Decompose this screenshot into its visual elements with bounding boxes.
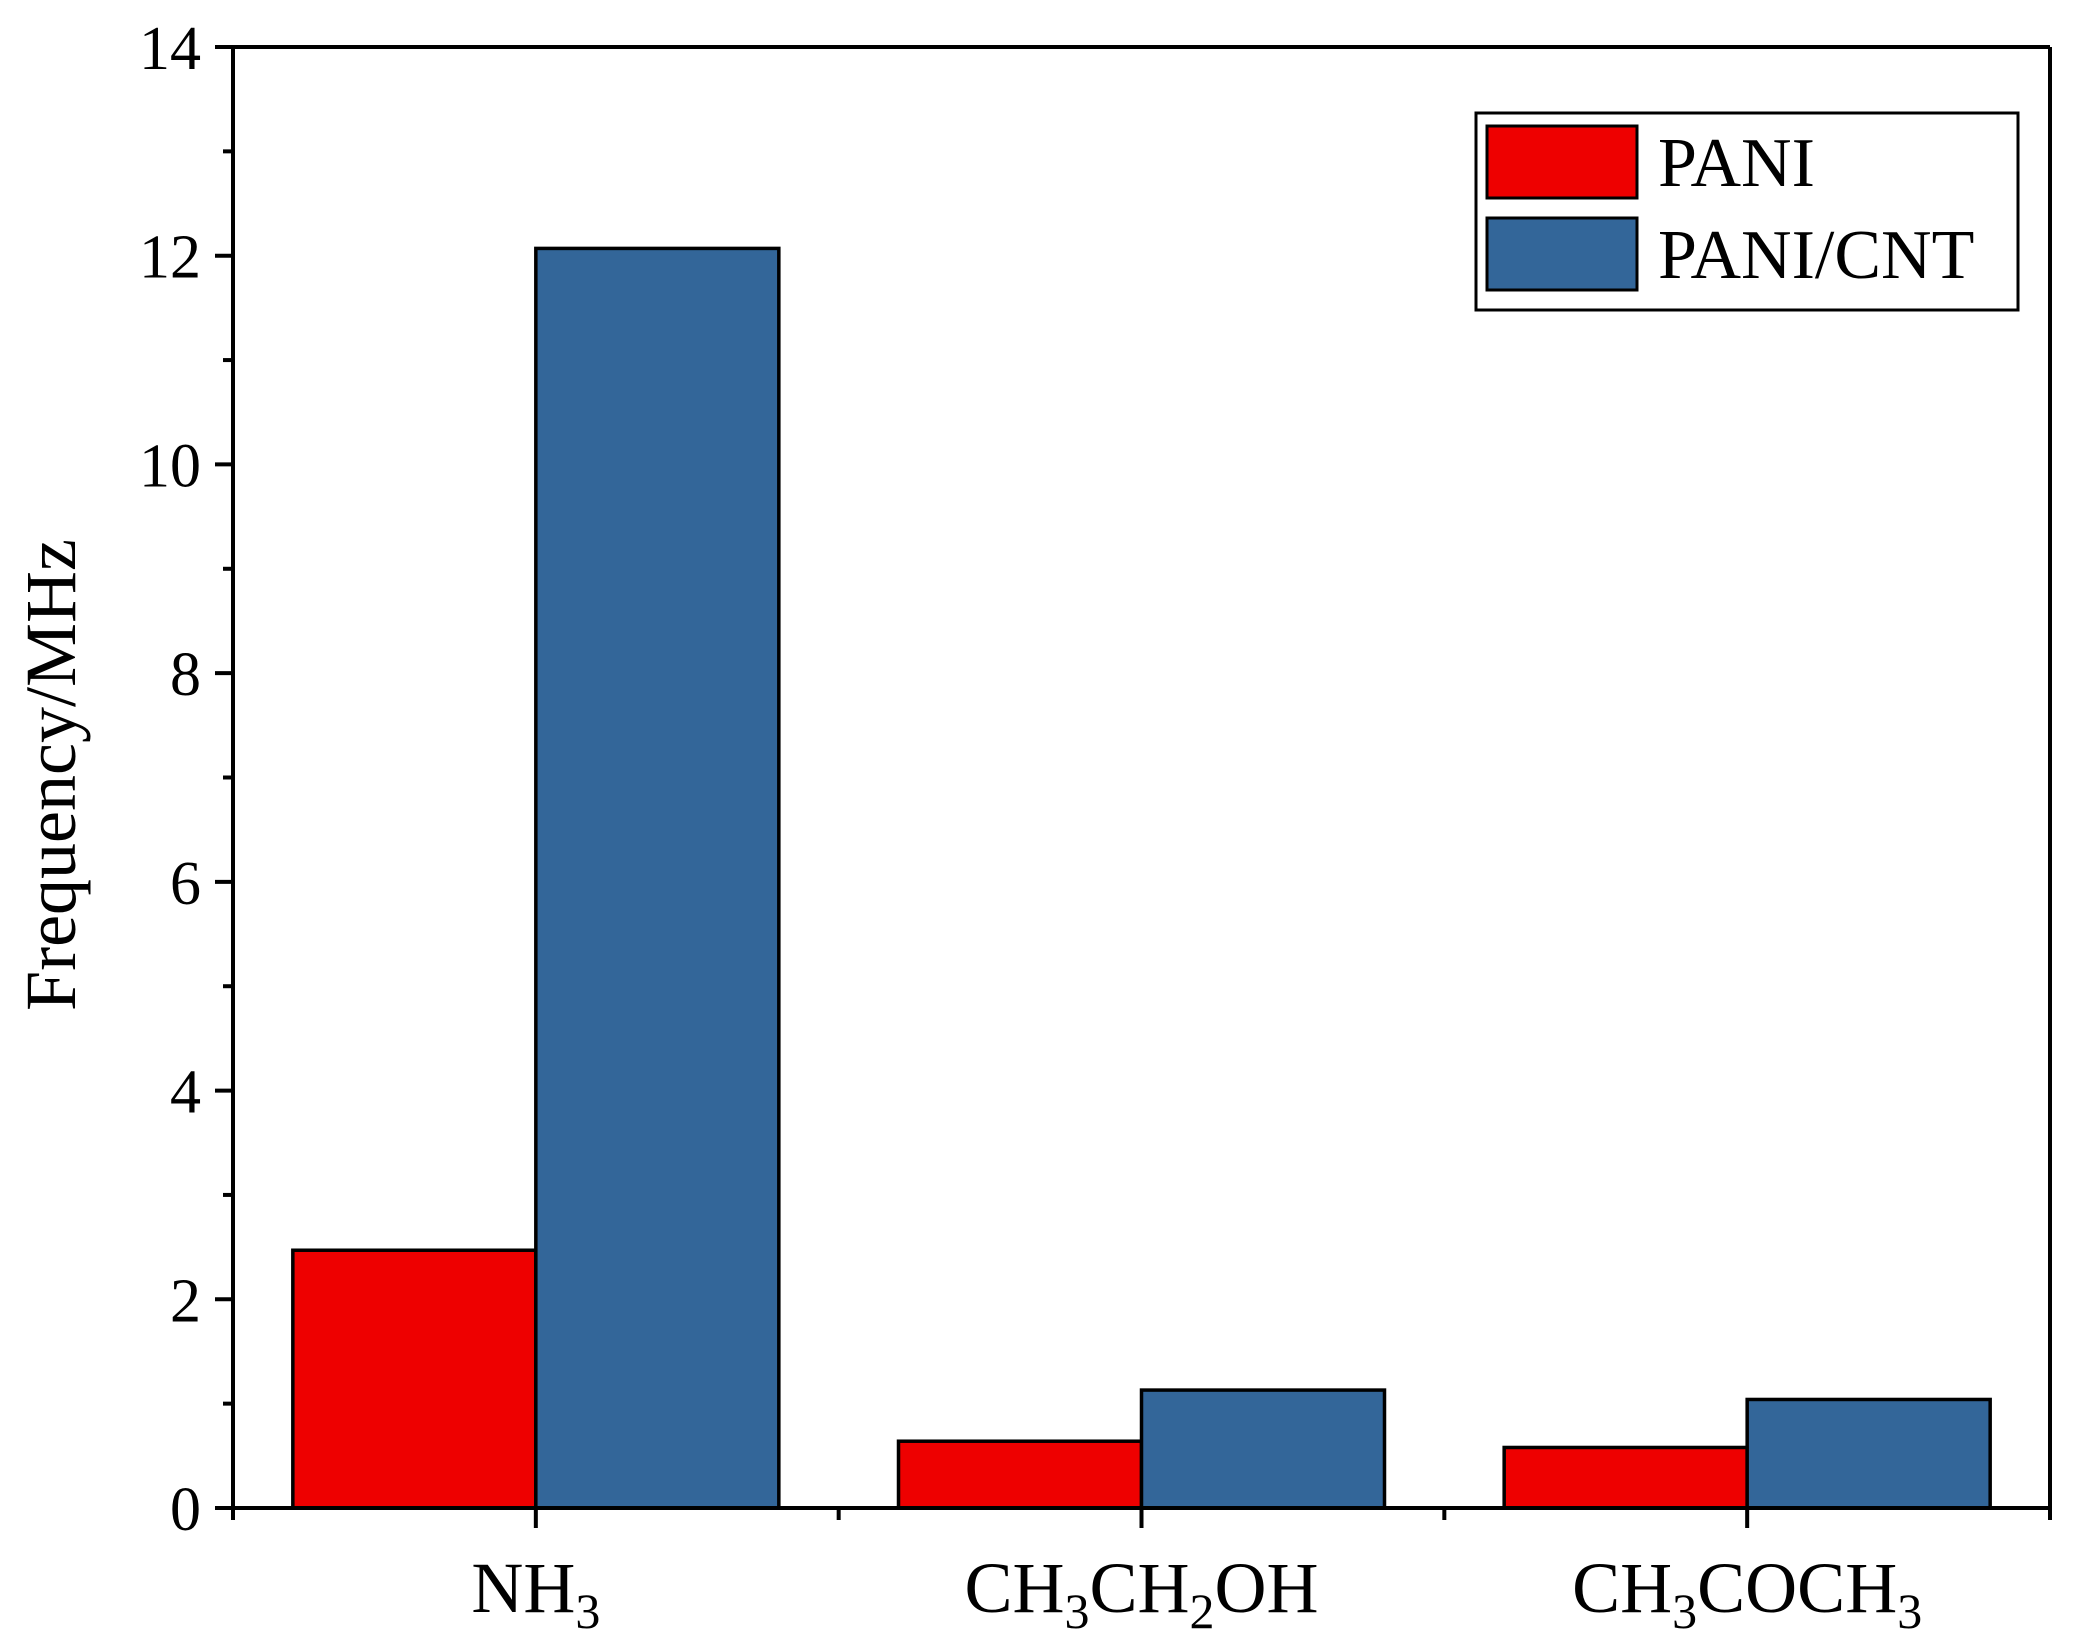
y-tick-label: 4 xyxy=(170,1059,201,1127)
x-tick-label-subscript: 3 xyxy=(1065,1583,1090,1639)
x-tick-label-subscript: 3 xyxy=(1897,1583,1922,1639)
bar-pani-cnt xyxy=(1745,1397,1992,1510)
bar-pani-cnt xyxy=(1139,1388,1387,1510)
x-tick-label: NH3 xyxy=(471,1548,600,1639)
x-tick-label-text: CH xyxy=(1090,1548,1190,1628)
x-tick-label-subscript: 2 xyxy=(1190,1583,1215,1639)
bar-pani-cnt xyxy=(534,246,781,1510)
y-tick-label: 6 xyxy=(170,850,201,918)
x-tick-label-subscript: 3 xyxy=(1672,1583,1697,1639)
x-tick-label-text: OH xyxy=(1215,1548,1319,1628)
y-tick-label: 10 xyxy=(139,432,201,500)
y-tick-label: 14 xyxy=(139,15,201,83)
bar-pani xyxy=(896,1439,1144,1510)
legend-swatch xyxy=(1485,124,1639,200)
x-tick-label: CH3COCH3 xyxy=(1572,1548,1922,1639)
bars-group xyxy=(291,246,1992,1510)
x-tick-label-text: CH xyxy=(1572,1548,1672,1628)
x-tick-label-text: COCH xyxy=(1697,1548,1897,1628)
y-axis-ticks: 0 2 4 6 8 10 12 14 xyxy=(139,15,233,1544)
x-tick-label: CH3CH2OH xyxy=(964,1548,1318,1639)
y-tick-label: 8 xyxy=(170,641,201,709)
bar-pani xyxy=(291,1248,538,1510)
legend-label: PANI/CNT xyxy=(1658,217,1974,294)
x-axis-ticks: NH3 CH3CH2OH CH3COCH3 xyxy=(231,1508,2052,1639)
bar-pani xyxy=(1502,1445,1749,1510)
plot-frame xyxy=(231,45,2052,1510)
x-tick-label-subscript: 3 xyxy=(575,1583,600,1639)
y-tick-label: 12 xyxy=(139,224,201,292)
legend-label: PANI xyxy=(1658,125,1815,202)
x-tick-label-text: CH xyxy=(964,1548,1064,1628)
x-tick-label-text: NH xyxy=(471,1548,575,1628)
y-tick-label: 2 xyxy=(170,1267,201,1335)
legend: PANI PANI/CNT xyxy=(1474,111,2020,312)
legend-swatch xyxy=(1485,216,1639,292)
y-axis-label: Frequency/MHz xyxy=(11,539,91,1011)
y-tick-label: 0 xyxy=(170,1476,201,1544)
